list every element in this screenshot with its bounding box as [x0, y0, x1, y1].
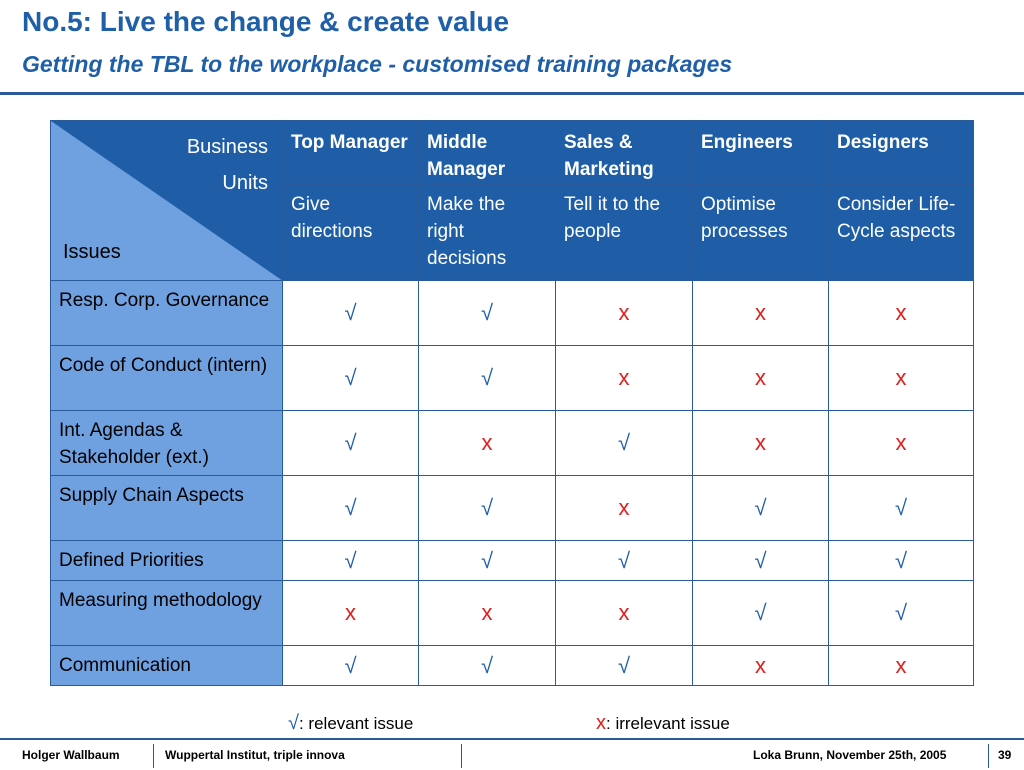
column-header-middle-manager: Middle Manager — [418, 120, 556, 185]
mark-cell: √ — [282, 345, 419, 411]
table-row: Int. Agendas & Stakeholder (ext.) √ x √ … — [50, 410, 974, 476]
mark-cell: x — [828, 410, 974, 476]
row-issue-label: Code of Conduct (intern) — [50, 345, 283, 411]
mark-cell: √ — [282, 475, 419, 541]
mark-cell: √ — [418, 645, 556, 686]
footer-divider — [988, 744, 989, 768]
column-desc-engineers: Optimise processes — [692, 184, 829, 281]
check-icon: √ — [288, 712, 299, 734]
row-issue-label: Measuring methodology — [50, 580, 283, 646]
mark-cell: √ — [555, 645, 693, 686]
legend-irrelevant-text: : irrelevant issue — [606, 714, 730, 733]
mark-cell: x — [555, 345, 693, 411]
corner-business-label: Business — [186, 136, 268, 158]
page-subtitle: Getting the TBL to the workplace - custo… — [22, 51, 733, 77]
mark-cell: x — [418, 410, 556, 476]
mark-cell: √ — [555, 540, 693, 581]
table-row: Code of Conduct (intern) √ √ x x x — [50, 345, 974, 411]
column-desc-sales-marketing: Tell it to the people — [555, 184, 693, 281]
column-header-designers: Designers — [828, 120, 974, 185]
corner-business-units: Business Units — [187, 129, 268, 201]
row-issue-label: Resp. Corp. Governance — [50, 280, 283, 346]
column-header-engineers: Engineers — [692, 120, 829, 185]
footer-bar: Holger Wallbaum Wuppertal Institut, trip… — [0, 738, 1024, 770]
mark-cell: √ — [418, 345, 556, 411]
row-issue-label: Int. Agendas & Stakeholder (ext.) — [50, 410, 283, 476]
row-issue-label: Defined Priorities — [50, 540, 283, 581]
mark-cell: √ — [828, 540, 974, 581]
legend-irrelevant: x: irrelevant issue — [596, 712, 730, 735]
mark-cell: √ — [692, 540, 829, 581]
mark-cell: √ — [418, 280, 556, 346]
row-issue-label: Supply Chain Aspects — [50, 475, 283, 541]
footer-event: Loka Brunn, November 25th, 2005 — [753, 748, 947, 762]
table-corner-header: Business Units Issues — [50, 120, 283, 281]
mark-cell: √ — [282, 280, 419, 346]
mark-cell: √ — [828, 580, 974, 646]
cross-icon: x — [596, 712, 606, 734]
corner-issues-label: Issues — [63, 241, 121, 263]
table-row: Defined Priorities √ √ √ √ √ — [50, 540, 974, 581]
mark-cell: √ — [692, 475, 829, 541]
column-header-top-manager: Top Manager — [282, 120, 419, 185]
table-row: Measuring methodology x x x √ √ — [50, 580, 974, 646]
mark-cell: √ — [418, 475, 556, 541]
title-divider — [0, 92, 1024, 95]
row-issue-label: Communication — [50, 645, 283, 686]
table-row: Communication √ √ √ x x — [50, 645, 974, 686]
mark-cell: x — [692, 345, 829, 411]
column-header-sales-marketing: Sales & Marketing — [555, 120, 693, 185]
mark-cell: √ — [692, 580, 829, 646]
footer-organization: Wuppertal Institut, triple innova — [165, 748, 345, 762]
footer-divider — [461, 744, 462, 768]
column-desc-designers: Consider Life-Cycle aspects — [828, 184, 974, 281]
legend-relevant-text: : relevant issue — [298, 714, 414, 733]
footer-page-number: 39 — [998, 748, 1012, 762]
mark-cell: √ — [418, 540, 556, 581]
mark-cell: x — [418, 580, 556, 646]
corner-diagonal-shape — [51, 121, 282, 280]
mark-cell: √ — [282, 645, 419, 686]
column-desc-top-manager: Give directions — [282, 184, 419, 281]
legend-relevant: √: relevant issue — [288, 712, 413, 735]
table-row: Supply Chain Aspects √ √ x √ √ — [50, 475, 974, 541]
mark-cell: x — [692, 280, 829, 346]
mark-cell: x — [555, 580, 693, 646]
mark-cell: x — [828, 280, 974, 346]
mark-cell: x — [828, 345, 974, 411]
column-desc-middle-manager: Make the right decisions — [418, 184, 556, 281]
page-title: No.5: Live the change & create value — [22, 6, 510, 37]
mark-cell: x — [555, 280, 693, 346]
mark-cell: √ — [282, 540, 419, 581]
mark-cell: x — [282, 580, 419, 646]
mark-cell: √ — [555, 410, 693, 476]
mark-cell: x — [692, 410, 829, 476]
mark-cell: x — [828, 645, 974, 686]
mark-cell: x — [692, 645, 829, 686]
footer-author: Holger Wallbaum — [22, 748, 120, 762]
mark-cell: x — [555, 475, 693, 541]
mark-cell: √ — [828, 475, 974, 541]
training-matrix-table: Business Units Issues Top Manager Middle… — [50, 120, 974, 686]
mark-cell: √ — [282, 410, 419, 476]
corner-units-label: Units — [222, 172, 268, 194]
table-row: Resp. Corp. Governance √ √ x x x — [50, 280, 974, 346]
footer-divider — [153, 744, 154, 768]
